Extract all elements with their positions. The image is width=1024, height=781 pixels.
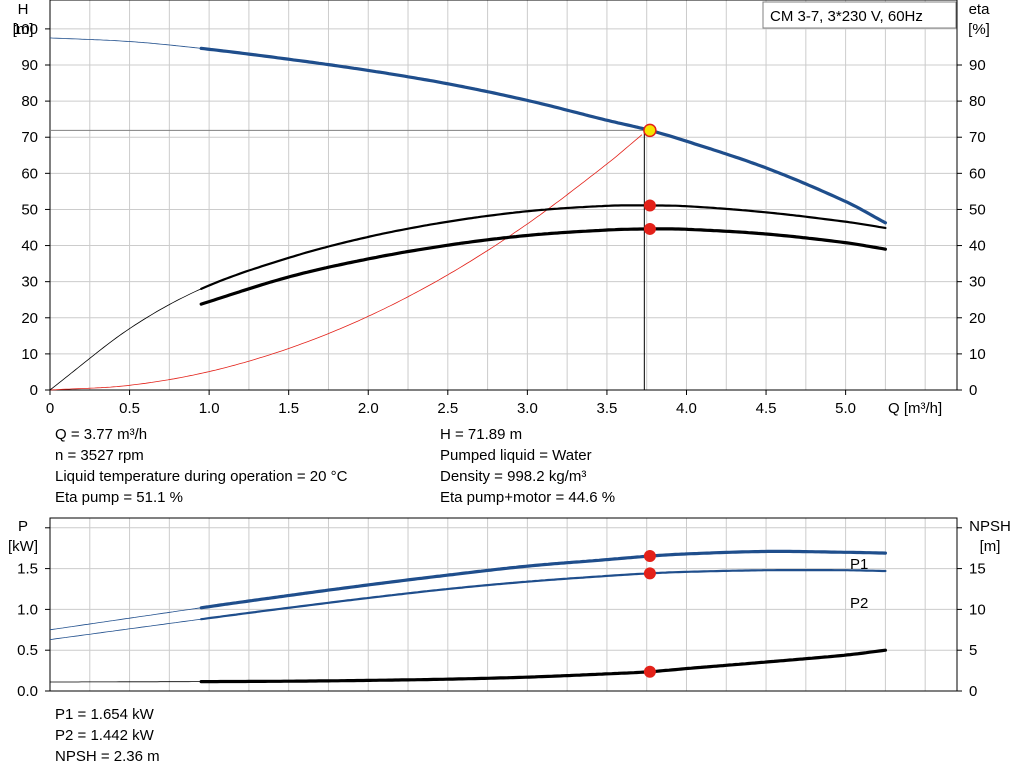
bottom-y-left-tick-label: 0.0 [17, 683, 38, 700]
x-tick-label: 0.5 [119, 400, 140, 417]
bottom-y-right-tick-label: 0 [969, 683, 977, 700]
y-left-tick-label: 30 [21, 274, 38, 291]
eta-pump-line [200, 204, 887, 290]
x-tick-label: 4.0 [676, 400, 697, 417]
eta-pump-motor-readout: Eta pump+motor = 44.6 % [440, 489, 616, 506]
head-curve-extrapolated-line [49, 37, 202, 49]
x-tick-label: 3.5 [597, 400, 618, 417]
y-right-tick-label: 70 [969, 129, 986, 146]
y-left-tick-label: 100 [13, 21, 38, 38]
bottom-y-left-tick-label: 0.5 [17, 642, 38, 659]
x-tick-label: 0 [46, 400, 54, 417]
y-right-axis-title: eta [969, 1, 991, 18]
y-right-tick-label: 0 [969, 382, 977, 399]
x-tick-label: 2.0 [358, 400, 379, 417]
p2-series-label: P2 [850, 595, 868, 612]
y-left-tick-label: 0 [30, 382, 38, 399]
p2-curve-line [200, 569, 887, 621]
eta-pump-readout: Eta pump = 51.1 % [55, 489, 183, 506]
y-right-tick-label: 50 [969, 201, 986, 218]
x-axis-title: Q [m³/h] [888, 400, 942, 417]
y-left-axis-unit: [m] [13, 21, 34, 38]
head-readout: H = 71.89 m [440, 426, 523, 443]
y-left-tick-label: 50 [21, 201, 38, 218]
bottom-chart-grid [49, 517, 958, 692]
bottom-y-right-axis-title: NPSH [969, 518, 1011, 535]
y-right-axis-unit: [%] [968, 21, 990, 38]
y-left-axis-title: H [18, 1, 29, 18]
y-right-tick-label: 90 [969, 57, 986, 74]
y-right-tick-label: 10 [969, 346, 986, 363]
chart-marks [49, 37, 887, 684]
npsh-readout: NPSH = 2.36 m [55, 748, 160, 765]
y-left-tick-label: 70 [21, 129, 38, 146]
eta-pump-duty-point [643, 199, 656, 212]
y-right-tick-label: 40 [969, 238, 986, 255]
p1-duty-point [643, 550, 656, 563]
p1-curve-line [199, 549, 887, 610]
operating-info-right: H = 71.89 m Pumped liquid = Water Densit… [440, 424, 615, 508]
x-tick-label: 1.0 [199, 400, 220, 417]
bottom-y-left-axis-unit: [kW] [8, 538, 38, 555]
top-chart-grid [49, 0, 958, 391]
operating-info-left: Q = 3.77 m³/h n = 3527 rpm Liquid temper… [55, 424, 347, 508]
bottom-y-left-axis-title: P [18, 518, 28, 535]
head-duty-point [643, 123, 657, 138]
y-left-tick-label: 80 [21, 93, 38, 110]
npsh-curve-line [199, 648, 887, 684]
system-curve-line [49, 134, 643, 391]
x-tick-label: 1.5 [278, 400, 299, 417]
bottom-plot-frame [49, 517, 958, 692]
x-tick-label: 4.5 [756, 400, 777, 417]
bottom-y-right-axis-unit: [m] [980, 538, 1001, 555]
y-left-tick-label: 40 [21, 238, 38, 255]
speed-readout: n = 3527 rpm [55, 447, 144, 464]
p1-curve-extrapolated-line [49, 607, 202, 631]
head-curve-line [199, 46, 887, 225]
x-tick-label: 5.0 [835, 400, 856, 417]
eta-pump-extrapolated-line [49, 288, 202, 391]
chart-labels: 0 0.5 1.0 1.5 2.0 2.5 3.0 3.5 4.0 4.5 5.0 0 10 20 30 40… [8, 1, 1011, 700]
bottom-y-left-tick-label: 1.5 [17, 561, 38, 578]
p2-readout: P2 = 1.442 kW [55, 727, 154, 744]
x-tick-label: 2.5 [437, 400, 458, 417]
power-info: P1 = 1.654 kW P2 = 1.442 kW NPSH = 2.36 … [55, 704, 160, 767]
y-left-tick-label: 20 [21, 310, 38, 327]
density-readout: Density = 998.2 kg/m³ [440, 468, 587, 485]
flow-rate-readout: Q = 3.77 m³/h [55, 426, 148, 443]
y-right-tick-label: 60 [969, 165, 986, 182]
chart-title: CM 3-7, 3*230 V, 60Hz [770, 8, 923, 25]
y-left-tick-label: 60 [21, 165, 38, 182]
liquid-temperature-readout: Liquid temperature during operation = 20… [55, 468, 348, 485]
eta-pump-motor-duty-point [643, 222, 656, 235]
top-plot-frame [49, 0, 958, 391]
p1-readout: P1 = 1.654 kW [55, 706, 154, 723]
bottom-y-right-tick-label: 5 [969, 642, 977, 659]
chart-legend-box: CM 3-7, 3*230 V, 60Hz [762, 1, 957, 29]
y-left-tick-label: 90 [21, 57, 38, 74]
bottom-y-left-tick-label: 1.0 [17, 601, 38, 618]
y-right-tick-label: 20 [969, 310, 986, 327]
p2-curve-extrapolated-line [49, 618, 202, 640]
pumped-liquid-readout: Pumped liquid = Water [440, 447, 592, 464]
bottom-y-right-tick-label: 15 [969, 561, 986, 578]
y-left-tick-label: 10 [21, 346, 38, 363]
y-right-tick-label: 80 [969, 93, 986, 110]
eta-pump-motor-line [199, 227, 887, 306]
npsh-duty-point [643, 665, 656, 678]
p1-series-label: P1 [850, 556, 868, 573]
y-right-tick-label: 30 [969, 274, 986, 291]
bottom-y-right-tick-label: 10 [969, 601, 986, 618]
p2-duty-point [643, 567, 656, 580]
x-tick-label: 3.0 [517, 400, 538, 417]
